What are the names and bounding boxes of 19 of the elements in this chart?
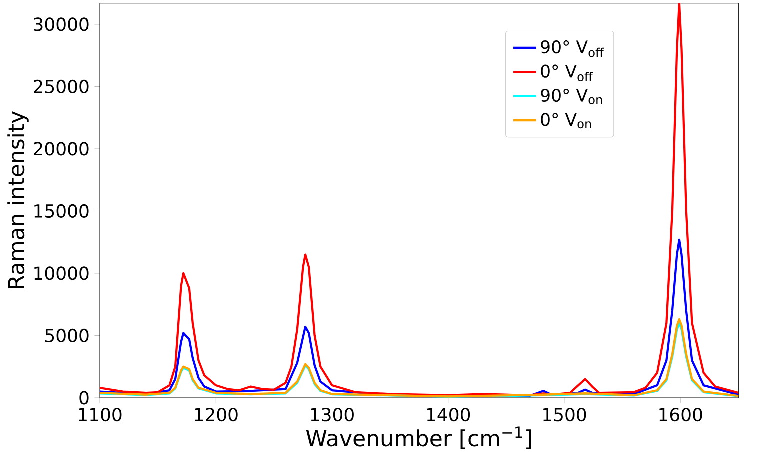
y-tick-label: 10000 [34,266,89,280]
y-tick-label: 30000 [34,18,89,32]
legend-label: 0° V$_{on}$ [541,113,592,129]
legend-label: 90° V$_{on}$ [541,88,602,104]
x-tick-label: 1300 [311,408,354,422]
y-tick-label: 0 [80,391,89,405]
x-tick-label: 1100 [79,408,122,422]
y-axis-title: Raman intensity [8,112,29,288]
x-tick-label: 1500 [544,408,586,422]
legend-label: 90° V$_{off}$ [541,40,604,58]
y-tick-label: 5000 [46,328,89,343]
x-tick-label: 1400 [427,408,470,422]
y-tick-label: 20000 [34,142,89,156]
x-tick-label: 1200 [195,408,238,422]
x-tick-label: 1600 [660,408,702,422]
y-tick-label: 15000 [34,204,89,218]
x-axis-title: Wavenumber [cm$^{−1}$] [306,426,532,450]
legend-label: 0° V$_{off}$ [541,64,594,82]
y-tick-label: 25000 [34,80,89,94]
